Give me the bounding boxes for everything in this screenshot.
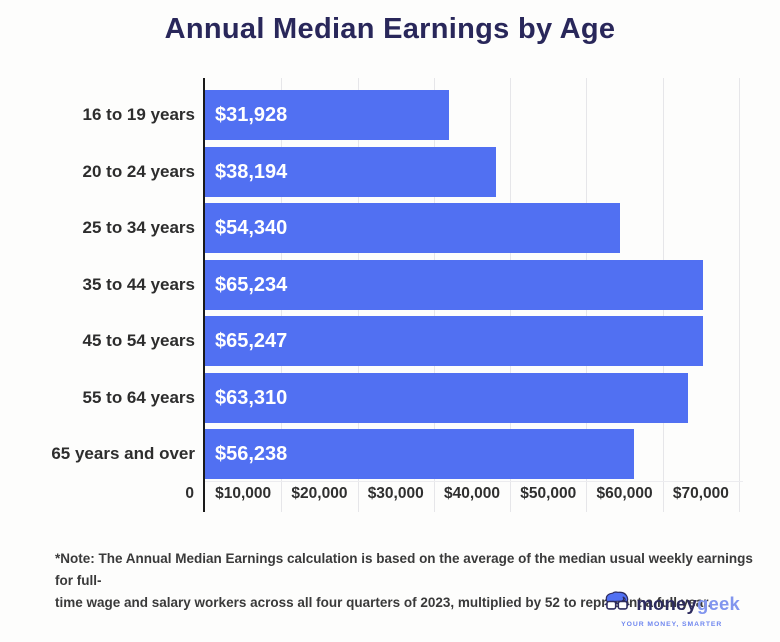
bar-value-label: $31,928: [215, 104, 288, 126]
category-label: 16 to 19 years: [82, 105, 195, 124]
footnote-line-2: time wage and salary workers across all …: [55, 594, 712, 610]
category-label: 55 to 64 years: [82, 387, 195, 407]
category-label: 45 to 54 years: [82, 331, 195, 350]
x-tick-label-zero: 0: [185, 485, 194, 502]
bar-value-label: $54,340: [215, 217, 288, 239]
bar: $54,340: [205, 203, 620, 253]
x-tick-label: $40,000: [443, 485, 500, 502]
x-tick-label: $20,000: [291, 485, 348, 502]
chart-title: Annual Median Earnings by Age: [164, 13, 616, 45]
x-axis-baseline: [205, 481, 743, 482]
footnote: *Note: The Annual Median Earnings calcul…: [55, 548, 755, 614]
x-tick-label: $30,000: [367, 485, 424, 502]
x-tick-label: $70,000: [672, 485, 729, 502]
category-label: 65 years and over: [51, 444, 195, 463]
x-tick-label: $60,000: [596, 485, 653, 502]
bar-value-label: $65,234: [215, 273, 288, 296]
x-tick-label: $50,000: [520, 485, 577, 502]
bar: $38,194: [205, 146, 497, 197]
logo-tagline: YOUR MONEY, SMARTER: [621, 621, 723, 628]
bar-value-label: $56,238: [215, 443, 288, 465]
logo-word-geek: geek: [697, 593, 740, 614]
plot-area: $10,000 $20,000 $30,000 $40,000 $50,000 $60,0…: [203, 78, 743, 512]
gridline: [739, 78, 740, 512]
bar: $56,238: [205, 429, 634, 479]
bar-value-label: $65,247: [215, 330, 288, 352]
logo-wordmark: moneygeek: [636, 592, 740, 616]
bar: $65,234: [205, 259, 703, 310]
bar: $65,247: [205, 316, 703, 366]
footnote-line-1: *Note: The Annual Median Earnings calcul…: [55, 550, 753, 588]
bar: $31,928: [205, 90, 449, 140]
bar: $63,310: [205, 372, 688, 423]
category-label: 25 to 34 years: [82, 218, 195, 237]
category-label: 20 to 24 years: [82, 161, 195, 181]
x-tick-label: $10,000: [215, 485, 272, 502]
category-label: 35 to 44 years: [82, 274, 195, 294]
x-axis-tick-labels: $10,000 $20,000 $30,000 $40,000 $50,000 $60,0…: [205, 485, 739, 511]
moneygeek-logo: moneygeek YOUR MONEY, SMARTER: [603, 589, 740, 628]
bar-value-label: $63,310: [215, 386, 288, 409]
y-axis-category-labels: 16 to 19 years 20 to 24 years 25 to 34 yea…: [0, 78, 195, 512]
moneygeek-face-icon: [603, 589, 631, 619]
logo-word-money: money: [636, 593, 698, 614]
bar-value-label: $38,194: [215, 160, 288, 183]
